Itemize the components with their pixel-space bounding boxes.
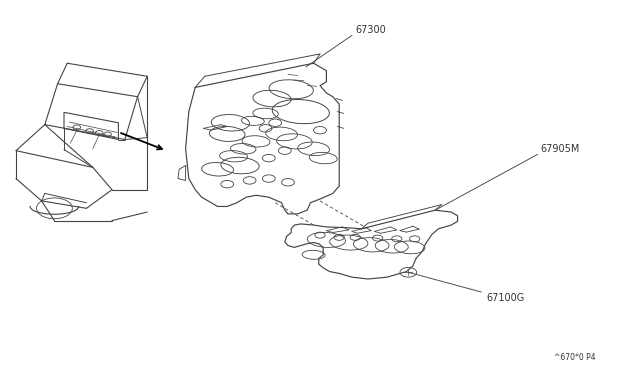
Text: 67300: 67300 bbox=[355, 25, 386, 35]
Text: 67905M: 67905M bbox=[541, 144, 580, 154]
Text: 67100G: 67100G bbox=[486, 293, 525, 302]
Text: ^670*0 P4: ^670*0 P4 bbox=[554, 353, 595, 362]
